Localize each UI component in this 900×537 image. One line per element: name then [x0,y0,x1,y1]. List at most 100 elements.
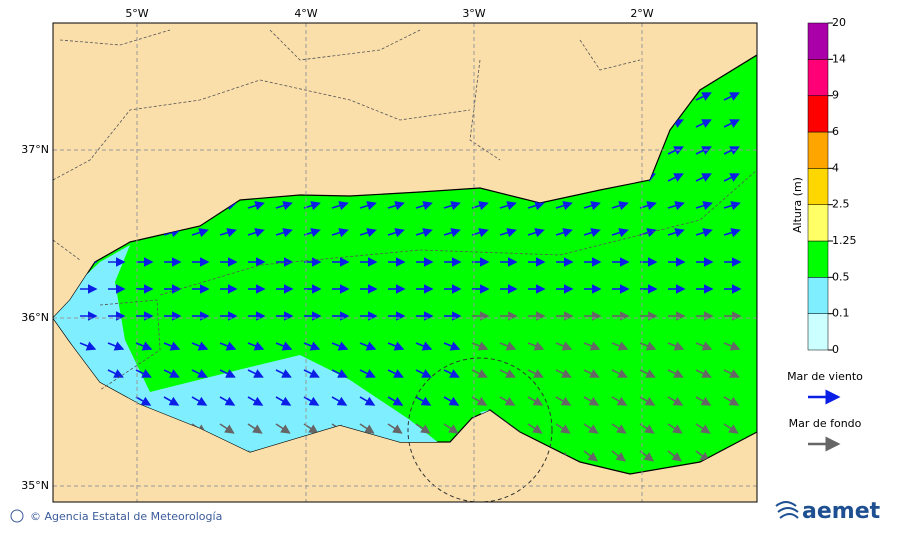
legend: Mar de viento Mar de fondo [787,370,863,452]
arrow [275,369,292,378]
arrow [275,423,291,434]
arrow [695,201,713,211]
arrow [303,228,321,238]
arrow [527,228,545,238]
arrow [359,341,377,351]
arrow [723,396,740,406]
arrow [639,396,656,406]
colorbar-label: 9 [832,89,839,102]
arrow [191,228,209,238]
arrow [499,341,517,351]
arrow [275,396,292,406]
arrow [107,341,125,351]
colorbar-label: 4 [832,161,839,174]
arrow [695,173,712,182]
arrow [163,341,181,351]
logo-icon [775,501,799,519]
arrow [611,423,627,434]
arrow [387,396,404,406]
arrow [387,228,405,238]
arrow [387,341,405,351]
arrow [555,228,573,238]
arrow [611,201,629,211]
arrow [247,423,263,434]
graticule [53,23,757,502]
arrow [723,119,740,128]
colorbar-band [807,313,829,351]
arrow [499,201,517,211]
zone-circle [407,357,553,502]
arrow [331,369,348,378]
colorbar-label: 1.25 [832,234,857,247]
arrow [611,450,626,462]
arrow [359,423,375,434]
arrow [275,341,293,351]
arrow [667,423,683,434]
arrow [247,396,264,406]
arrow [723,423,739,434]
colorbar-band [807,131,829,169]
arrow [611,396,628,406]
arrow [303,369,320,378]
arrow [527,369,544,378]
arrow [667,228,685,238]
arrow [443,341,461,351]
arrow [667,173,684,182]
lon-label: 2°W [630,7,653,20]
arrow [247,201,265,211]
colorbar-label: 0.1 [832,307,850,320]
colorbar-band [807,59,829,96]
colorbar-label: 20 [832,16,846,29]
lat-labels: 37°N 36°N 35°N [21,143,49,492]
arrow [471,201,489,211]
arrow [695,119,712,128]
lat-label: 36°N [21,311,49,324]
arrow [555,423,571,434]
arrow [583,450,598,462]
arrow [555,341,573,351]
arrow [135,396,152,406]
arrow [415,228,433,238]
arrow [723,92,740,101]
lat-label: 37°N [21,143,49,156]
colorbar-label: 0 [832,343,839,356]
colorbar-label: 14 [832,52,846,65]
arrow [723,201,741,211]
arrow [667,369,684,378]
colorbar-band [807,204,829,242]
arrow [107,369,124,378]
lon-label: 4°W [294,7,317,20]
arrow [219,341,237,351]
arrow [499,396,516,406]
arrow [191,369,208,378]
arrow [359,228,377,238]
arrow [499,369,516,378]
arrow [527,396,544,406]
arrow [723,341,741,351]
arrow [247,341,265,351]
arrow [555,201,573,211]
arrow [583,228,601,238]
legend-label: Mar de viento [787,370,863,383]
arrow [583,369,600,378]
arrow [331,396,348,406]
arrow [639,341,657,351]
arrow [387,201,405,211]
arrow [471,228,489,238]
arrow [359,396,376,406]
arrow [331,341,349,351]
arrow [303,201,321,211]
credit: © Agencia Estatal de Meteorología [30,510,222,523]
arrow [723,146,740,155]
arrow [695,369,712,378]
arrow [667,201,685,211]
arrow [359,201,377,211]
arrow [415,396,432,406]
arrow [611,369,628,378]
arrow [639,369,656,378]
arrow [723,369,740,378]
arrow [611,341,629,351]
lat-label: 35°N [21,479,49,492]
arrow [583,396,600,406]
arrow [695,228,713,238]
